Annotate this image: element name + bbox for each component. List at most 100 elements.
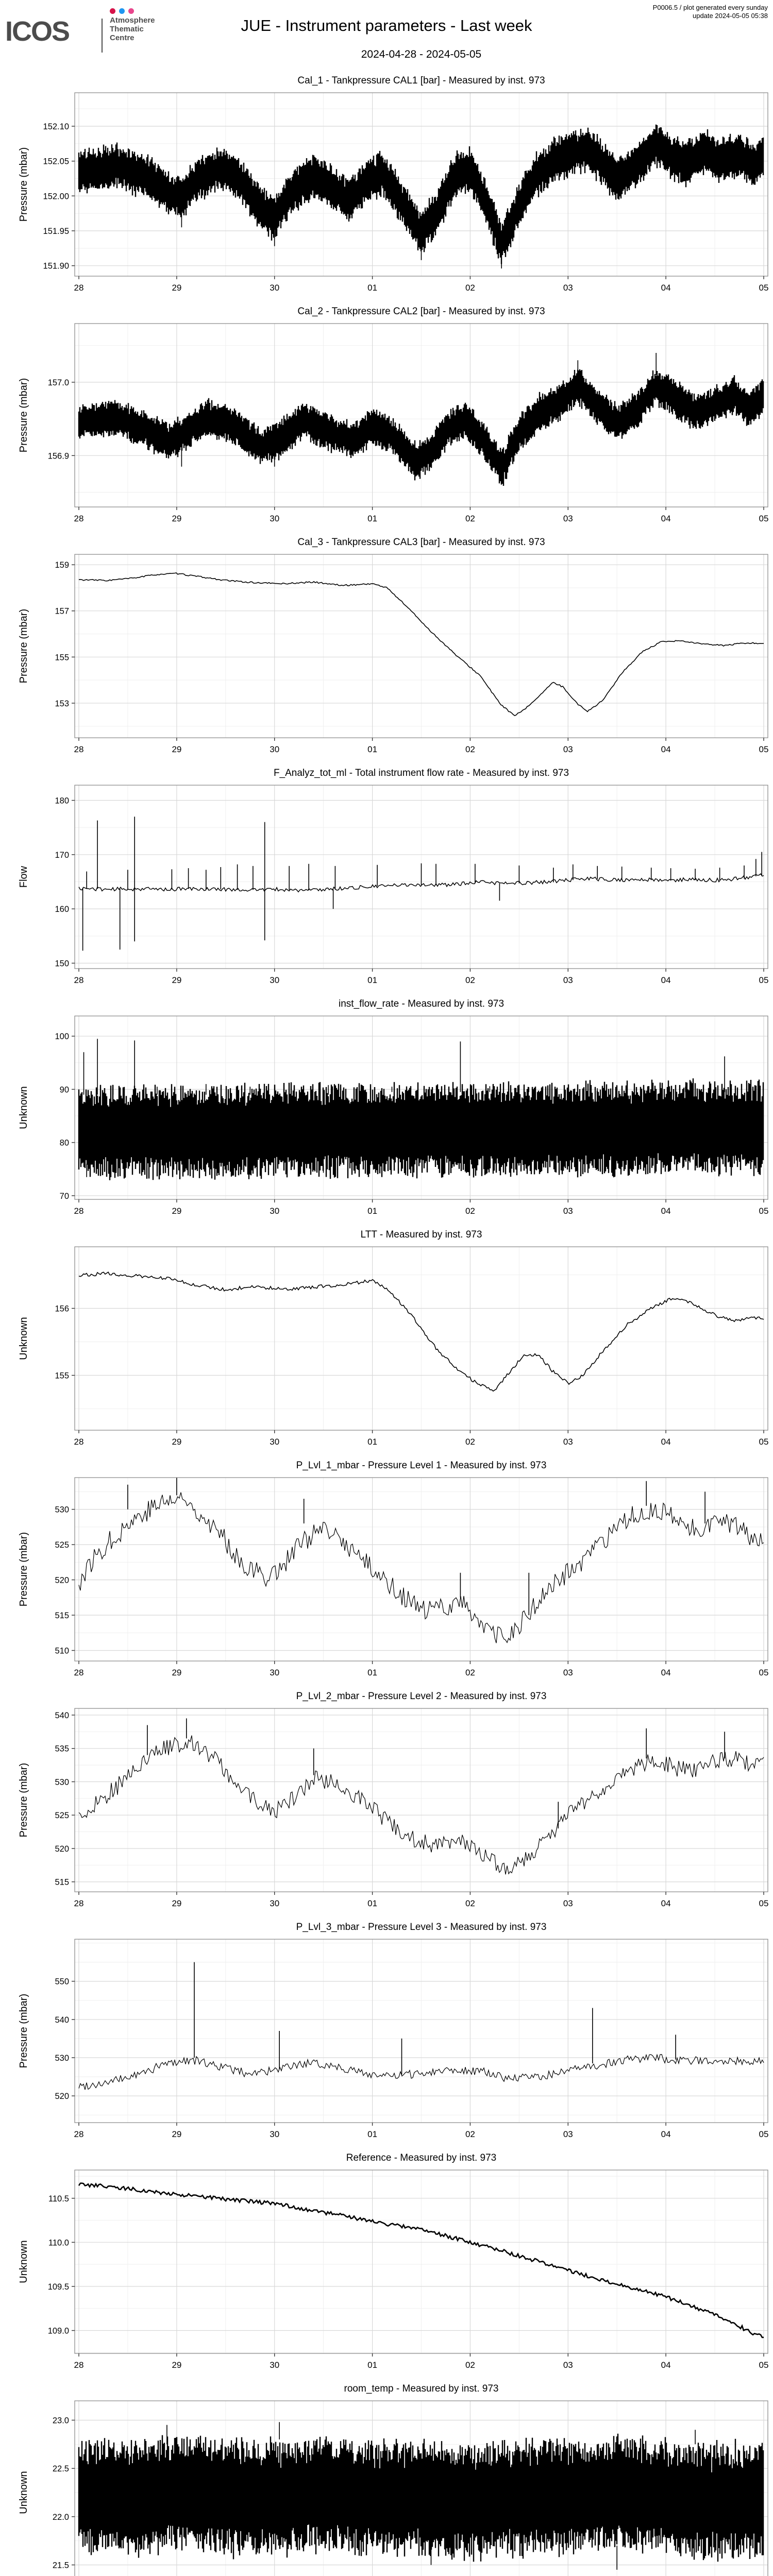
x-tick-label: 04: [661, 1668, 671, 1677]
chart-plot-p_lvl_1_mbar: 510 515 520 525 530 28 29 30 01 02 03 04 05 Pressure …: [18, 1477, 768, 1677]
x-tick-label: 01: [367, 975, 377, 985]
x-tick-label: 03: [563, 1668, 573, 1677]
y-tick-label: 90: [60, 1085, 69, 1094]
x-tick-label: 29: [172, 514, 181, 523]
y-axis-label: Pressure (mbar): [18, 1532, 29, 1606]
y-axis-label: Flow: [18, 866, 29, 888]
logo-subtitle-line: Atmosphere: [110, 16, 155, 25]
x-tick-label: 03: [563, 1206, 573, 1216]
logo-subtitle-line: Thematic: [110, 25, 144, 33]
logo-dot-pink: [128, 8, 134, 14]
y-tick-label: 520: [55, 2092, 69, 2101]
x-tick-label: 30: [270, 514, 279, 523]
x-tick-label: 01: [367, 514, 377, 523]
y-tick-label: 540: [55, 2015, 69, 2025]
chart-block-room_temp: room_temp - Measured by inst. 973 21.5 22.…: [0, 2373, 773, 2576]
chart-title: P_Lvl_2_mbar - Pressure Level 2 - Measur…: [296, 1691, 547, 1702]
chart-block-p_lvl_2_mbar: P_Lvl_2_mbar - Pressure Level 2 - Measur…: [0, 1681, 773, 1911]
y-tick-label: 530: [55, 1777, 69, 1787]
y-tick-label: 109.0: [48, 2327, 69, 2336]
chart-plot-cal_3: 153 155 157 159 28 29 30 01 02 03 04 05 Pressure (mb…: [18, 554, 768, 754]
x-tick-label: 29: [172, 2360, 181, 2370]
x-tick-label: 05: [759, 283, 769, 293]
chart-title: inst_flow_rate - Measured by inst. 973: [338, 998, 505, 1009]
x-tick-label: 28: [74, 744, 84, 754]
x-tick-label: 05: [759, 2360, 769, 2370]
y-tick-label: 510: [55, 1647, 69, 1656]
chart-block-p_lvl_1_mbar: P_Lvl_1_mbar - Pressure Level 1 - Measur…: [0, 1450, 773, 1681]
x-tick-label: 02: [465, 744, 475, 754]
chart-title: Reference - Measured by inst. 973: [346, 2153, 497, 2163]
y-tick-label: 157: [55, 607, 69, 616]
y-tick-label: 151.90: [43, 262, 69, 271]
chart-title: LTT - Measured by inst. 973: [360, 1229, 482, 1240]
y-tick-label: 160: [55, 905, 69, 914]
y-tick-label: 22.0: [53, 2513, 69, 2522]
chart-plot-p_lvl_2_mbar: 515 520 525 530 535 540 28 29 30 01 02 03 04 05 Pressu…: [18, 1708, 768, 1908]
chart-block-cal_2: Cal_2 - Tankpressure CAL2 [bar] - Measur…: [0, 296, 773, 527]
chart-plot-reference: 109.0 109.5 110.0 110.5 28 29 30 01 02 03 04 05 Unkn…: [18, 2170, 769, 2370]
x-tick-label: 05: [759, 514, 769, 523]
x-tick-label: 30: [270, 1668, 279, 1677]
plot-info-line2: update 2024-05-05 05:38: [692, 12, 768, 20]
x-tick-label: 01: [367, 1437, 377, 1447]
x-tick-label: 02: [465, 1668, 475, 1677]
x-tick-label: 30: [270, 283, 279, 293]
x-tick-label: 30: [270, 744, 279, 754]
x-tick-label: 02: [465, 2129, 475, 2139]
y-tick-label: 155: [55, 653, 69, 662]
y-tick-label: 153: [55, 699, 69, 708]
x-tick-label: 29: [172, 2129, 181, 2139]
y-tick-label: 152.05: [43, 157, 69, 166]
y-tick-label: 530: [55, 2054, 69, 2063]
y-tick-label: 525: [55, 1540, 69, 1550]
y-axis-label: Pressure (mbar): [18, 609, 29, 683]
y-tick-label: 23.0: [53, 2416, 69, 2426]
x-tick-label: 03: [563, 744, 573, 754]
x-tick-label: 02: [465, 1206, 475, 1216]
x-tick-label: 02: [465, 1437, 475, 1447]
x-tick-label: 01: [367, 1668, 377, 1677]
y-tick-label: 530: [55, 1505, 69, 1515]
x-tick-label: 04: [661, 2129, 671, 2139]
y-tick-label: 152.10: [43, 122, 69, 131]
y-tick-label: 180: [55, 796, 69, 806]
x-tick-label: 03: [563, 514, 573, 523]
y-axis-label: Pressure (mbar): [18, 378, 29, 452]
x-tick-label: 04: [661, 514, 671, 523]
y-tick-label: 152.00: [43, 192, 69, 201]
y-tick-label: 535: [55, 1744, 69, 1754]
x-tick-label: 02: [465, 1899, 475, 1908]
chart-plot-ltt: 155 156 28 29 30 01 02 03 04 05 Unknown: [18, 1246, 768, 1447]
y-axis-label: Pressure (mbar): [18, 1994, 29, 2068]
y-tick-label: 22.5: [53, 2464, 69, 2473]
logo-dot-blue: [119, 8, 125, 14]
x-tick-label: 30: [270, 975, 279, 985]
x-tick-label: 03: [563, 1899, 573, 1908]
x-tick-label: 05: [759, 1206, 769, 1216]
x-tick-label: 29: [172, 1437, 181, 1447]
x-tick-label: 30: [270, 1206, 279, 1216]
y-axis-label: Unknown: [18, 2471, 29, 2514]
chart-title: room_temp - Measured by inst. 973: [344, 2383, 499, 2394]
x-tick-label: 01: [367, 1899, 377, 1908]
x-tick-label: 28: [74, 975, 84, 985]
x-tick-label: 28: [74, 2360, 84, 2370]
y-tick-label: 80: [60, 1139, 69, 1148]
y-tick-label: 156.9: [48, 451, 69, 461]
chart-plot-inst_flow_rate: 70 80 90 100 28 29 30 01 02 03 04 05 Unknown: [18, 1015, 769, 1216]
x-tick-label: 03: [563, 975, 573, 985]
y-tick-label: 110.0: [48, 2238, 69, 2247]
x-tick-label: 05: [759, 2129, 769, 2139]
chart-block-ltt: LTT - Measured by inst. 973 155 156 28 29 30 0…: [0, 1219, 773, 1450]
x-tick-label: 03: [563, 283, 573, 293]
y-tick-label: 550: [55, 1977, 69, 1987]
x-tick-label: 02: [465, 283, 475, 293]
logo-dot-red: [110, 8, 115, 14]
chart-plot-cal_2: 156.9 157.0 28 29 30 01 02 03 04 05 Pressure (mbar…: [18, 323, 769, 523]
chart-title: P_Lvl_1_mbar - Pressure Level 1 - Measur…: [296, 1460, 547, 1471]
icos-logo: ICOS: [5, 15, 70, 47]
y-tick-label: 110.5: [48, 2194, 69, 2204]
x-tick-label: 04: [661, 744, 671, 754]
